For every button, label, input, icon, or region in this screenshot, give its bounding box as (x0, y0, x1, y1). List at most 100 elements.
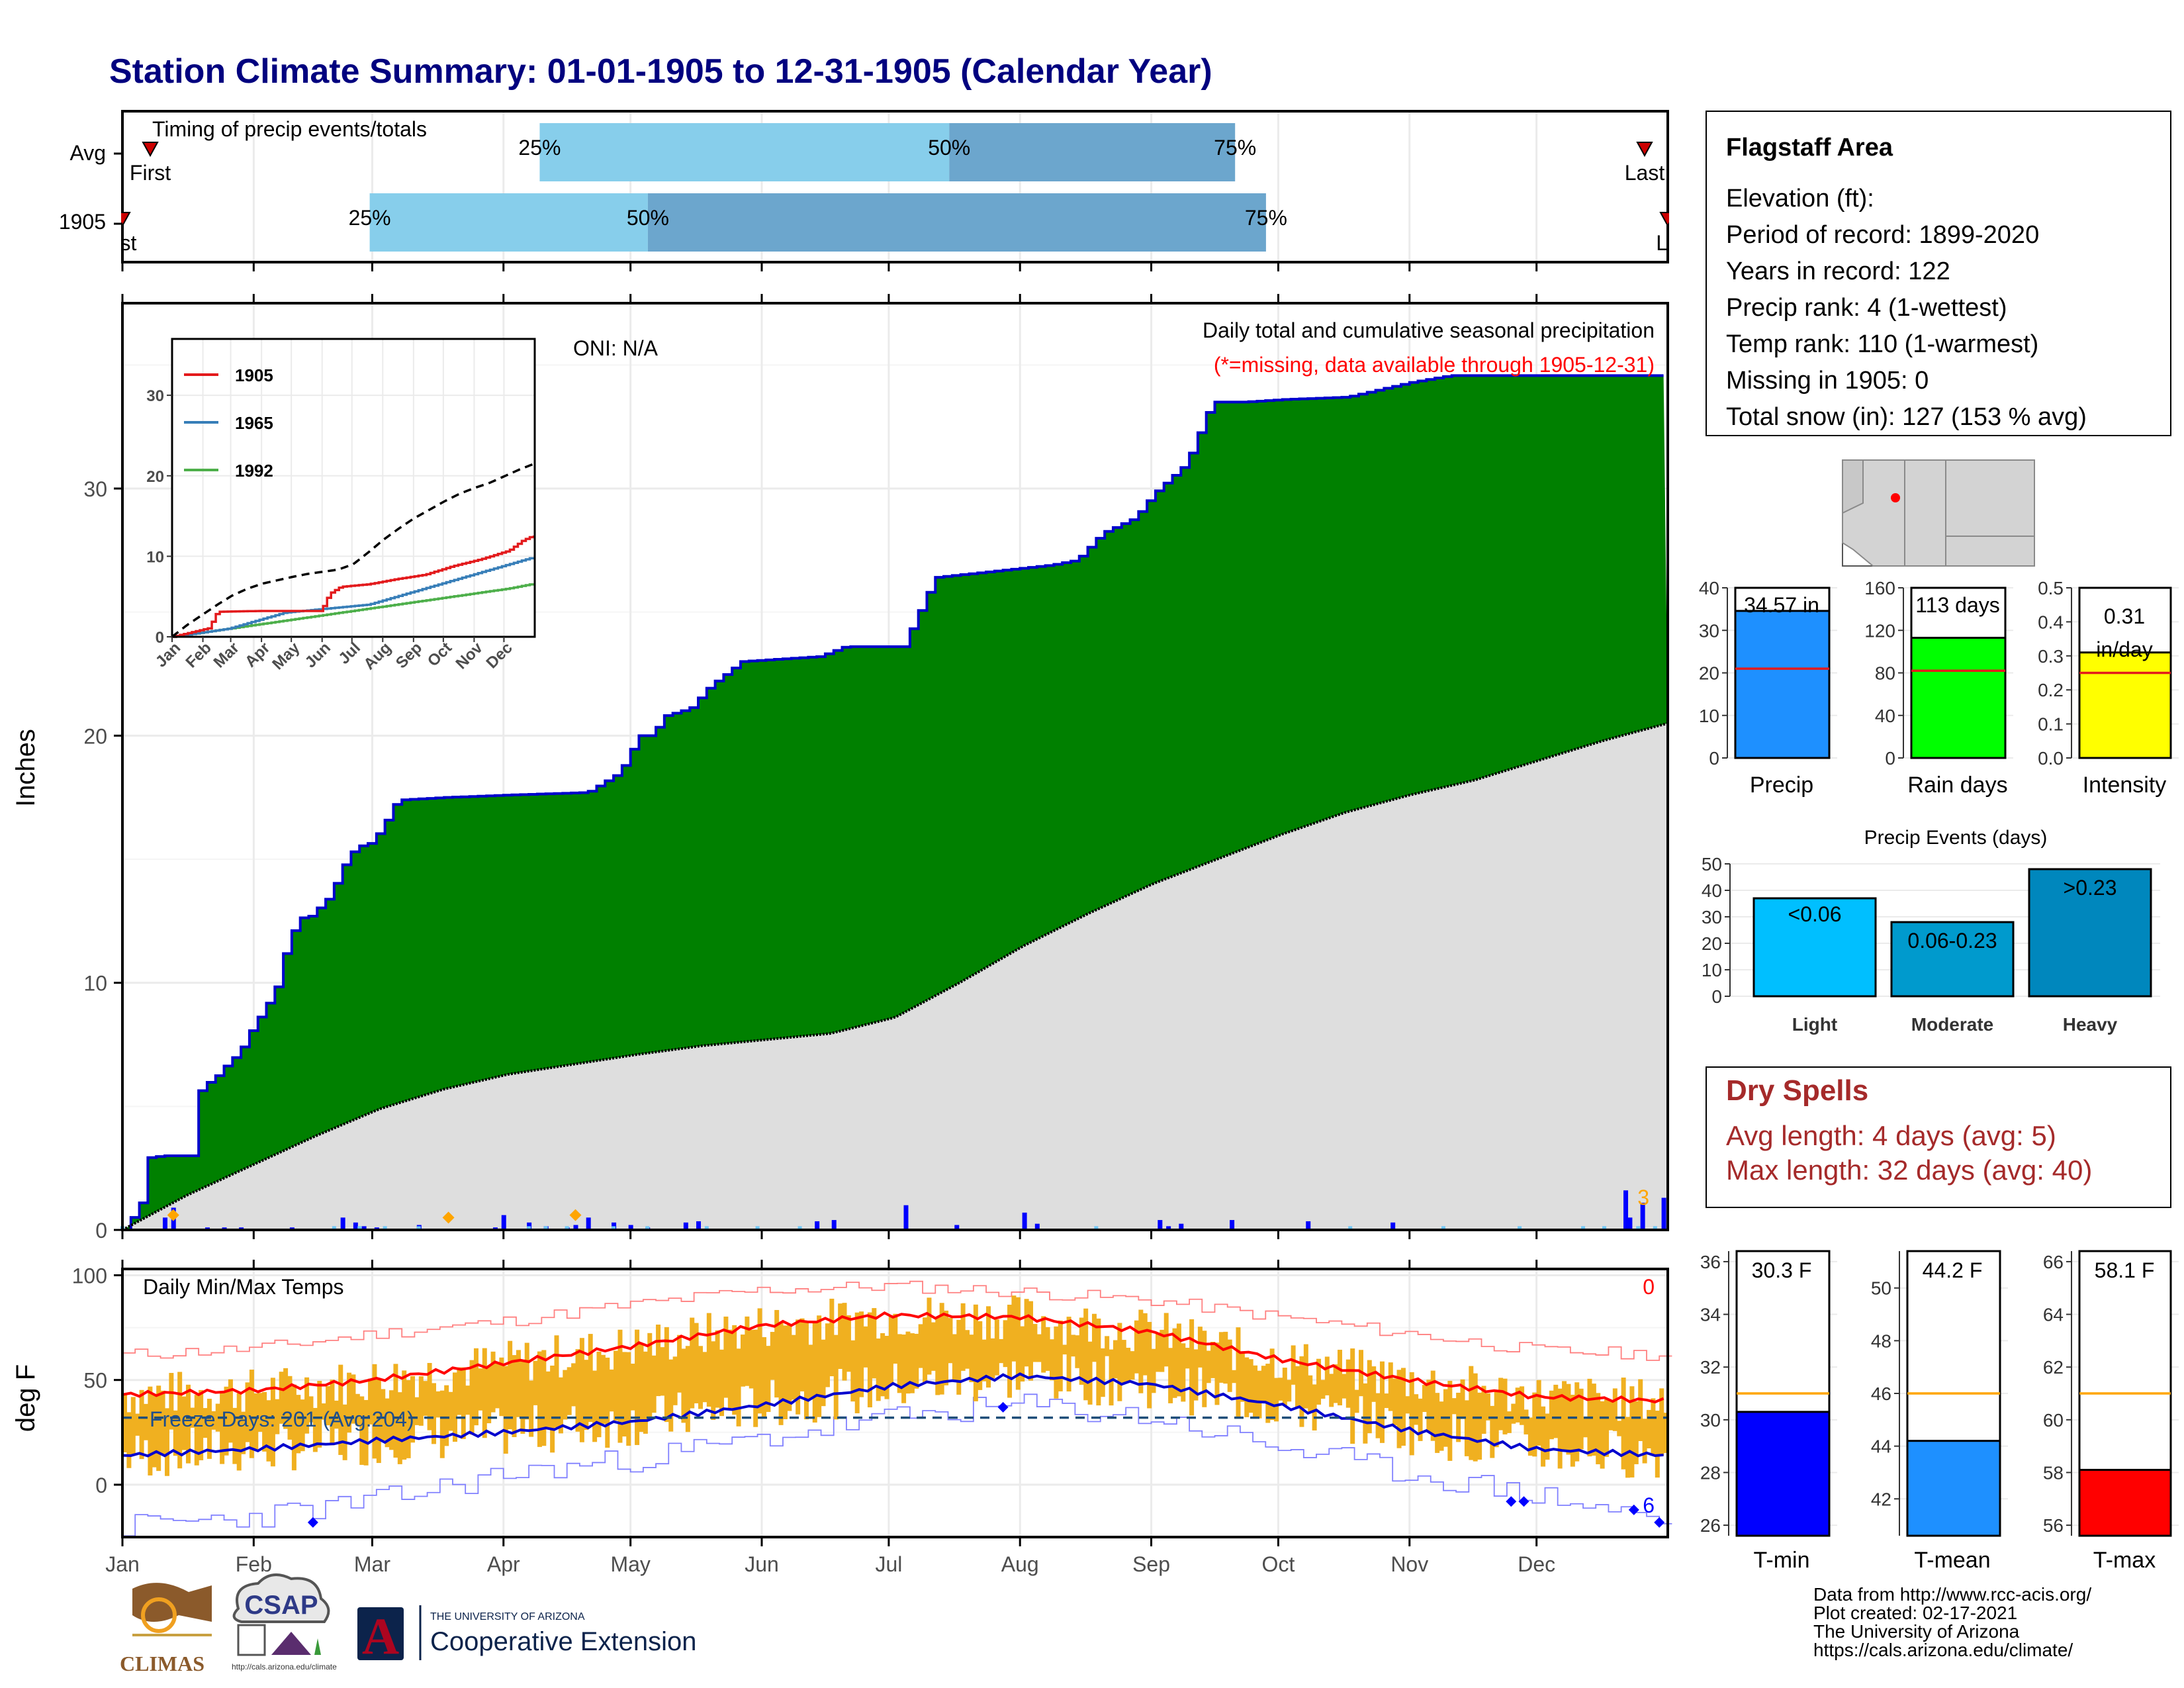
daily-temp-bar (418, 1376, 424, 1426)
station-line: Elevation (ft): (1726, 185, 1874, 212)
daily-temp-bar (1066, 1317, 1071, 1391)
daily-temp-bar (766, 1346, 771, 1412)
daily-temp-bar (541, 1350, 547, 1446)
daily-temp-bar (672, 1356, 678, 1405)
daily-temp-bar (1282, 1368, 1287, 1406)
daily-temp-bar (1621, 1378, 1626, 1470)
timing-pct-label: 50% (928, 136, 970, 160)
inset-xtick-label: Oct (424, 639, 455, 670)
timing-pct-label: 75% (1214, 136, 1256, 160)
daily-temp-bar (817, 1315, 822, 1417)
month-label: Mar (354, 1552, 390, 1576)
daily-temp-bar (1502, 1378, 1508, 1434)
intensity-tick-label: 0.0 (2038, 748, 2064, 769)
daily-temp-bar (1439, 1401, 1444, 1451)
daily-precip-bar (1230, 1220, 1235, 1230)
daily-temp-bar (1303, 1344, 1308, 1409)
intensity-bar (2078, 651, 2172, 759)
timing-pct-label: 50% (627, 206, 669, 230)
station-line: Years in record: 122 (1726, 258, 1950, 285)
daily-temp-bar (385, 1398, 390, 1448)
daily-temp-bar (1655, 1411, 1660, 1478)
month-label: Dec (1518, 1552, 1555, 1576)
daily-temp-bar (1091, 1313, 1097, 1362)
temp-title: Daily Min/Max Temps (143, 1275, 343, 1299)
daily-temp-bar (232, 1407, 238, 1464)
daily-temp-bar (236, 1393, 242, 1471)
daily-temp-bar (1342, 1374, 1347, 1399)
daily-temp-bar (135, 1413, 140, 1436)
tmean-tick-label: 42 (1871, 1489, 1891, 1509)
month-label: Apr (487, 1552, 520, 1576)
daily-temp-bar (1070, 1335, 1075, 1357)
daily-temp-bar (621, 1352, 627, 1437)
daily-temp-bar (808, 1344, 813, 1399)
daily-temp-bar (651, 1355, 657, 1413)
inset-ytick-label: 0 (156, 629, 164, 647)
daily-temp-bar (1591, 1383, 1596, 1456)
inset-ytick-label: 20 (146, 468, 164, 486)
daily-temp-bar (1435, 1393, 1440, 1453)
daily-temp-bar (393, 1364, 398, 1458)
tmean-tick-label: 48 (1871, 1331, 1891, 1351)
daily-temp-bar (181, 1396, 187, 1450)
daily-temp-bar (745, 1316, 750, 1386)
daily-temp-bar (465, 1385, 471, 1415)
daily-temp-bar (1160, 1329, 1165, 1372)
intensity-tick-label: 0.4 (2038, 612, 2064, 632)
daily-temp-bar (266, 1400, 271, 1462)
daily-temp-bar (524, 1342, 529, 1420)
daily-temp-bar (1045, 1327, 1050, 1371)
missing-data-marker (167, 1209, 179, 1221)
inset-line-1905 (172, 535, 535, 638)
events-bar (1890, 921, 2015, 998)
trace-precip-bar (1518, 1226, 1522, 1230)
daily-temp-bar (461, 1367, 466, 1439)
daily-temp-bar (630, 1364, 635, 1411)
intensity-value-label: 0.31 (2104, 604, 2145, 628)
daily-temp-bar (918, 1324, 923, 1368)
daily-temp-bar (1498, 1378, 1504, 1430)
inset-ytick-label: 30 (146, 387, 164, 405)
rain-days-tick-label: 160 (1864, 578, 1895, 598)
daily-precip-bar (683, 1222, 688, 1230)
daily-temp-bar (423, 1381, 428, 1416)
daily-temp-bar (1333, 1364, 1338, 1403)
daily-temp-bar (1236, 1327, 1241, 1418)
daily-temp-bar (1532, 1392, 1537, 1457)
inset-xtick-label: Dec (482, 639, 516, 672)
daily-temp-bar (812, 1323, 817, 1423)
daily-temp-bar (156, 1385, 161, 1472)
dry-spells-max: Max length: 32 days (avg: 40) (1726, 1154, 2092, 1186)
daily-temp-bar (727, 1329, 733, 1409)
daily-temp-bar (529, 1380, 534, 1437)
tmin-tick-label: 34 (1700, 1305, 1721, 1325)
daily-temp-bar (1629, 1386, 1635, 1477)
daily-temp-bar (512, 1355, 517, 1437)
precip-tick-label: 30 (1699, 620, 1719, 641)
daily-temp-bar (279, 1372, 284, 1424)
daily-temp-bar (656, 1325, 661, 1397)
inset-xtick-label: Nov (453, 639, 487, 673)
events-title: Precip Events (days) (1864, 827, 2048, 849)
daily-temp-bar (1020, 1326, 1025, 1382)
daily-temp-bar (1405, 1396, 1410, 1414)
daily-temp-bar (770, 1332, 775, 1380)
dry-spells-title: Dry Spells (1726, 1074, 1868, 1107)
daily-temp-bar (1075, 1335, 1080, 1368)
timing-clip-left (0, 106, 121, 265)
record-low-marker (1654, 1517, 1665, 1528)
daily-temp-bar (1663, 1413, 1668, 1453)
inset-xtick-label: Apr (242, 639, 273, 671)
daily-temp-bar (664, 1327, 669, 1423)
daily-temp-bar (287, 1376, 293, 1440)
trace-precip-bar (704, 1226, 709, 1230)
daily-temp-bar (1032, 1324, 1038, 1362)
daily-temp-bar (427, 1362, 432, 1430)
daily-precip-bar (1158, 1220, 1163, 1230)
daily-temp-bar (1121, 1340, 1126, 1384)
daily-temp-bar (1147, 1321, 1152, 1409)
daily-temp-bar (1608, 1400, 1614, 1430)
daily-temp-bar (702, 1352, 707, 1403)
daily-temp-bar (1257, 1370, 1262, 1419)
